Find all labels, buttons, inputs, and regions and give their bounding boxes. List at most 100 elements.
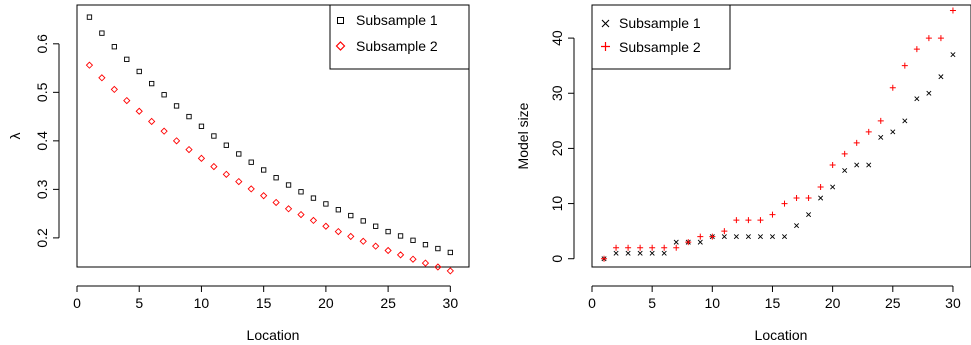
left-panel: 0 5 10 15 20 25 30 0.20.30.40.50.6 Location λ … — [7, 4, 470, 343]
data-points-right — [601, 7, 956, 262]
point-left-s2-13 — [235, 177, 243, 186]
point-left-s2-7 — [160, 127, 168, 135]
point-left-s1-10 — [198, 123, 205, 129]
point-left-s2-11 — [210, 162, 218, 171]
x-axis-left: 0 5 10 15 20 25 30 — [73, 285, 458, 311]
point-right-s2-18 — [805, 195, 812, 202]
point-left-s2-18 — [297, 210, 305, 219]
point-left-s2-3 — [110, 85, 118, 94]
point-left-s2-2 — [98, 74, 106, 82]
y-tick-label: 30 — [549, 85, 565, 101]
point-left-s2-4 — [123, 96, 131, 105]
legend-box-right — [591, 4, 731, 70]
point-left-s1-17 — [285, 182, 292, 188]
point-right-s2-9 — [697, 233, 704, 240]
point-left-s1-18 — [298, 189, 304, 195]
point-left-s2-29 — [434, 263, 442, 271]
point-left-s2-30 — [446, 267, 454, 275]
point-right-s2-8 — [685, 239, 692, 246]
point-right-s1-19 — [818, 195, 824, 201]
legend-box-left — [329, 4, 470, 70]
point-right-s2-11 — [721, 228, 728, 235]
point-right-s1-4 — [637, 250, 643, 256]
legend-label-right-2: Subsample 2 — [619, 39, 701, 55]
point-left-s2-20 — [322, 222, 330, 230]
point-left-s1-21 — [335, 207, 341, 213]
point-right-s1-9 — [697, 239, 703, 245]
point-left-s2-19 — [309, 216, 318, 225]
point-left-s2-25 — [384, 246, 392, 255]
x-tick-label: 15 — [256, 295, 272, 311]
plot-frame-left — [76, 4, 470, 268]
point-right-s2-4 — [637, 244, 644, 251]
point-left-s1-3 — [111, 44, 117, 50]
point-left-s2-17 — [284, 205, 293, 213]
point-right-s2-29 — [937, 35, 944, 42]
y-tick-label: 0.4 — [34, 131, 50, 151]
x-tick-label: 15 — [765, 295, 781, 311]
point-right-s2-16 — [781, 200, 788, 207]
point-left-s1-24 — [373, 223, 379, 229]
point-left-s1-11 — [211, 133, 217, 139]
point-right-s2-30 — [949, 7, 956, 14]
point-right-s1-25 — [890, 129, 896, 135]
point-left-s1-16 — [273, 175, 279, 181]
point-left-s2-28 — [421, 259, 430, 267]
point-right-s2-5 — [649, 244, 656, 251]
point-right-s1-28 — [926, 90, 932, 96]
x-tick-label: 5 — [648, 295, 656, 311]
y-axis-title-left: λ — [7, 133, 23, 140]
point-right-s1-20 — [830, 184, 836, 190]
point-right-s2-25 — [889, 84, 896, 91]
point-left-s1-23 — [360, 218, 366, 224]
point-left-s2-26 — [396, 251, 405, 259]
point-right-s1-24 — [878, 134, 884, 140]
x-tick-label: 5 — [135, 295, 143, 311]
legend-label-left-2: Subsample 2 — [356, 38, 438, 54]
point-left-s2-16 — [272, 198, 280, 207]
point-right-s2-14 — [757, 217, 764, 224]
point-right-s2-28 — [925, 35, 932, 42]
point-left-s1-25 — [385, 228, 391, 235]
point-right-s1-15 — [769, 234, 775, 240]
y-axis-title-right: Model size — [515, 102, 531, 169]
point-left-s2-14 — [247, 185, 255, 193]
point-right-s2-10 — [709, 233, 716, 240]
y-tick-label: 0.6 — [34, 34, 50, 54]
point-right-s1-13 — [745, 234, 751, 240]
y-tick-label: 10 — [549, 196, 565, 212]
x-axis-title-left: Location — [247, 327, 300, 343]
y-tick-label: 0 — [549, 255, 565, 263]
point-left-s1-1 — [86, 14, 93, 20]
point-left-s1-22 — [348, 212, 354, 219]
point-right-s1-27 — [914, 96, 920, 102]
point-left-s1-14 — [248, 159, 254, 165]
point-left-s2-1 — [85, 61, 94, 69]
x-tick-label: 10 — [705, 295, 721, 311]
point-right-s1-2 — [613, 250, 619, 256]
point-right-s1-17 — [794, 223, 800, 229]
legend-marker-plus — [601, 42, 610, 51]
point-right-s2-20 — [829, 161, 836, 168]
point-left-s2-8 — [172, 137, 181, 145]
point-left-s2-24 — [372, 242, 380, 250]
point-left-s1-2 — [99, 30, 105, 36]
point-left-s1-13 — [236, 151, 242, 157]
point-left-s2-12 — [222, 170, 230, 178]
point-right-s2-26 — [901, 62, 908, 69]
point-right-s2-12 — [733, 217, 740, 224]
point-right-s1-14 — [757, 234, 763, 240]
y-tick-label: 0.3 — [34, 179, 50, 199]
point-right-s1-16 — [781, 234, 788, 240]
point-right-s1-11 — [721, 234, 727, 240]
point-right-s1-7 — [673, 239, 679, 245]
point-left-s1-20 — [323, 201, 329, 207]
point-left-s1-9 — [186, 113, 192, 120]
x-tick-label: 25 — [885, 295, 901, 311]
point-left-s2-10 — [197, 154, 206, 162]
point-right-s2-17 — [793, 195, 800, 202]
legend-marker-diamond — [335, 41, 346, 51]
point-right-s2-19 — [817, 184, 824, 191]
data-points-left — [85, 14, 454, 275]
legend-marker-square — [337, 17, 344, 24]
